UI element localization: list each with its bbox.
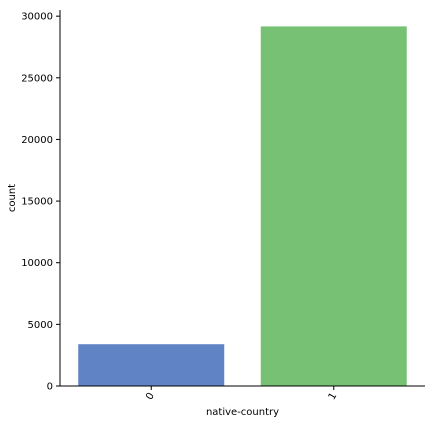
bar-1 xyxy=(261,26,407,386)
y-tick-label-0: 0 xyxy=(47,382,53,393)
y-tick-label-5000: 5000 xyxy=(28,320,53,331)
x-tick-label-0: 0 xyxy=(144,391,157,402)
x-tick-label-1: 1 xyxy=(327,391,340,402)
y-tick-label-25000: 25000 xyxy=(21,73,53,84)
bar-0 xyxy=(78,344,224,386)
y-tick-label-20000: 20000 xyxy=(21,135,53,146)
y-tick-label-10000: 10000 xyxy=(21,258,53,269)
y-tick-label-15000: 15000 xyxy=(21,197,53,208)
y-axis-ticks: 0 5000 10000 15000 20000 25000 30000 xyxy=(21,12,60,393)
y-tick-label-30000: 30000 xyxy=(21,12,53,23)
y-axis-label: count xyxy=(7,184,18,212)
x-axis-label: native-country xyxy=(206,407,279,418)
bars-group xyxy=(78,26,407,386)
